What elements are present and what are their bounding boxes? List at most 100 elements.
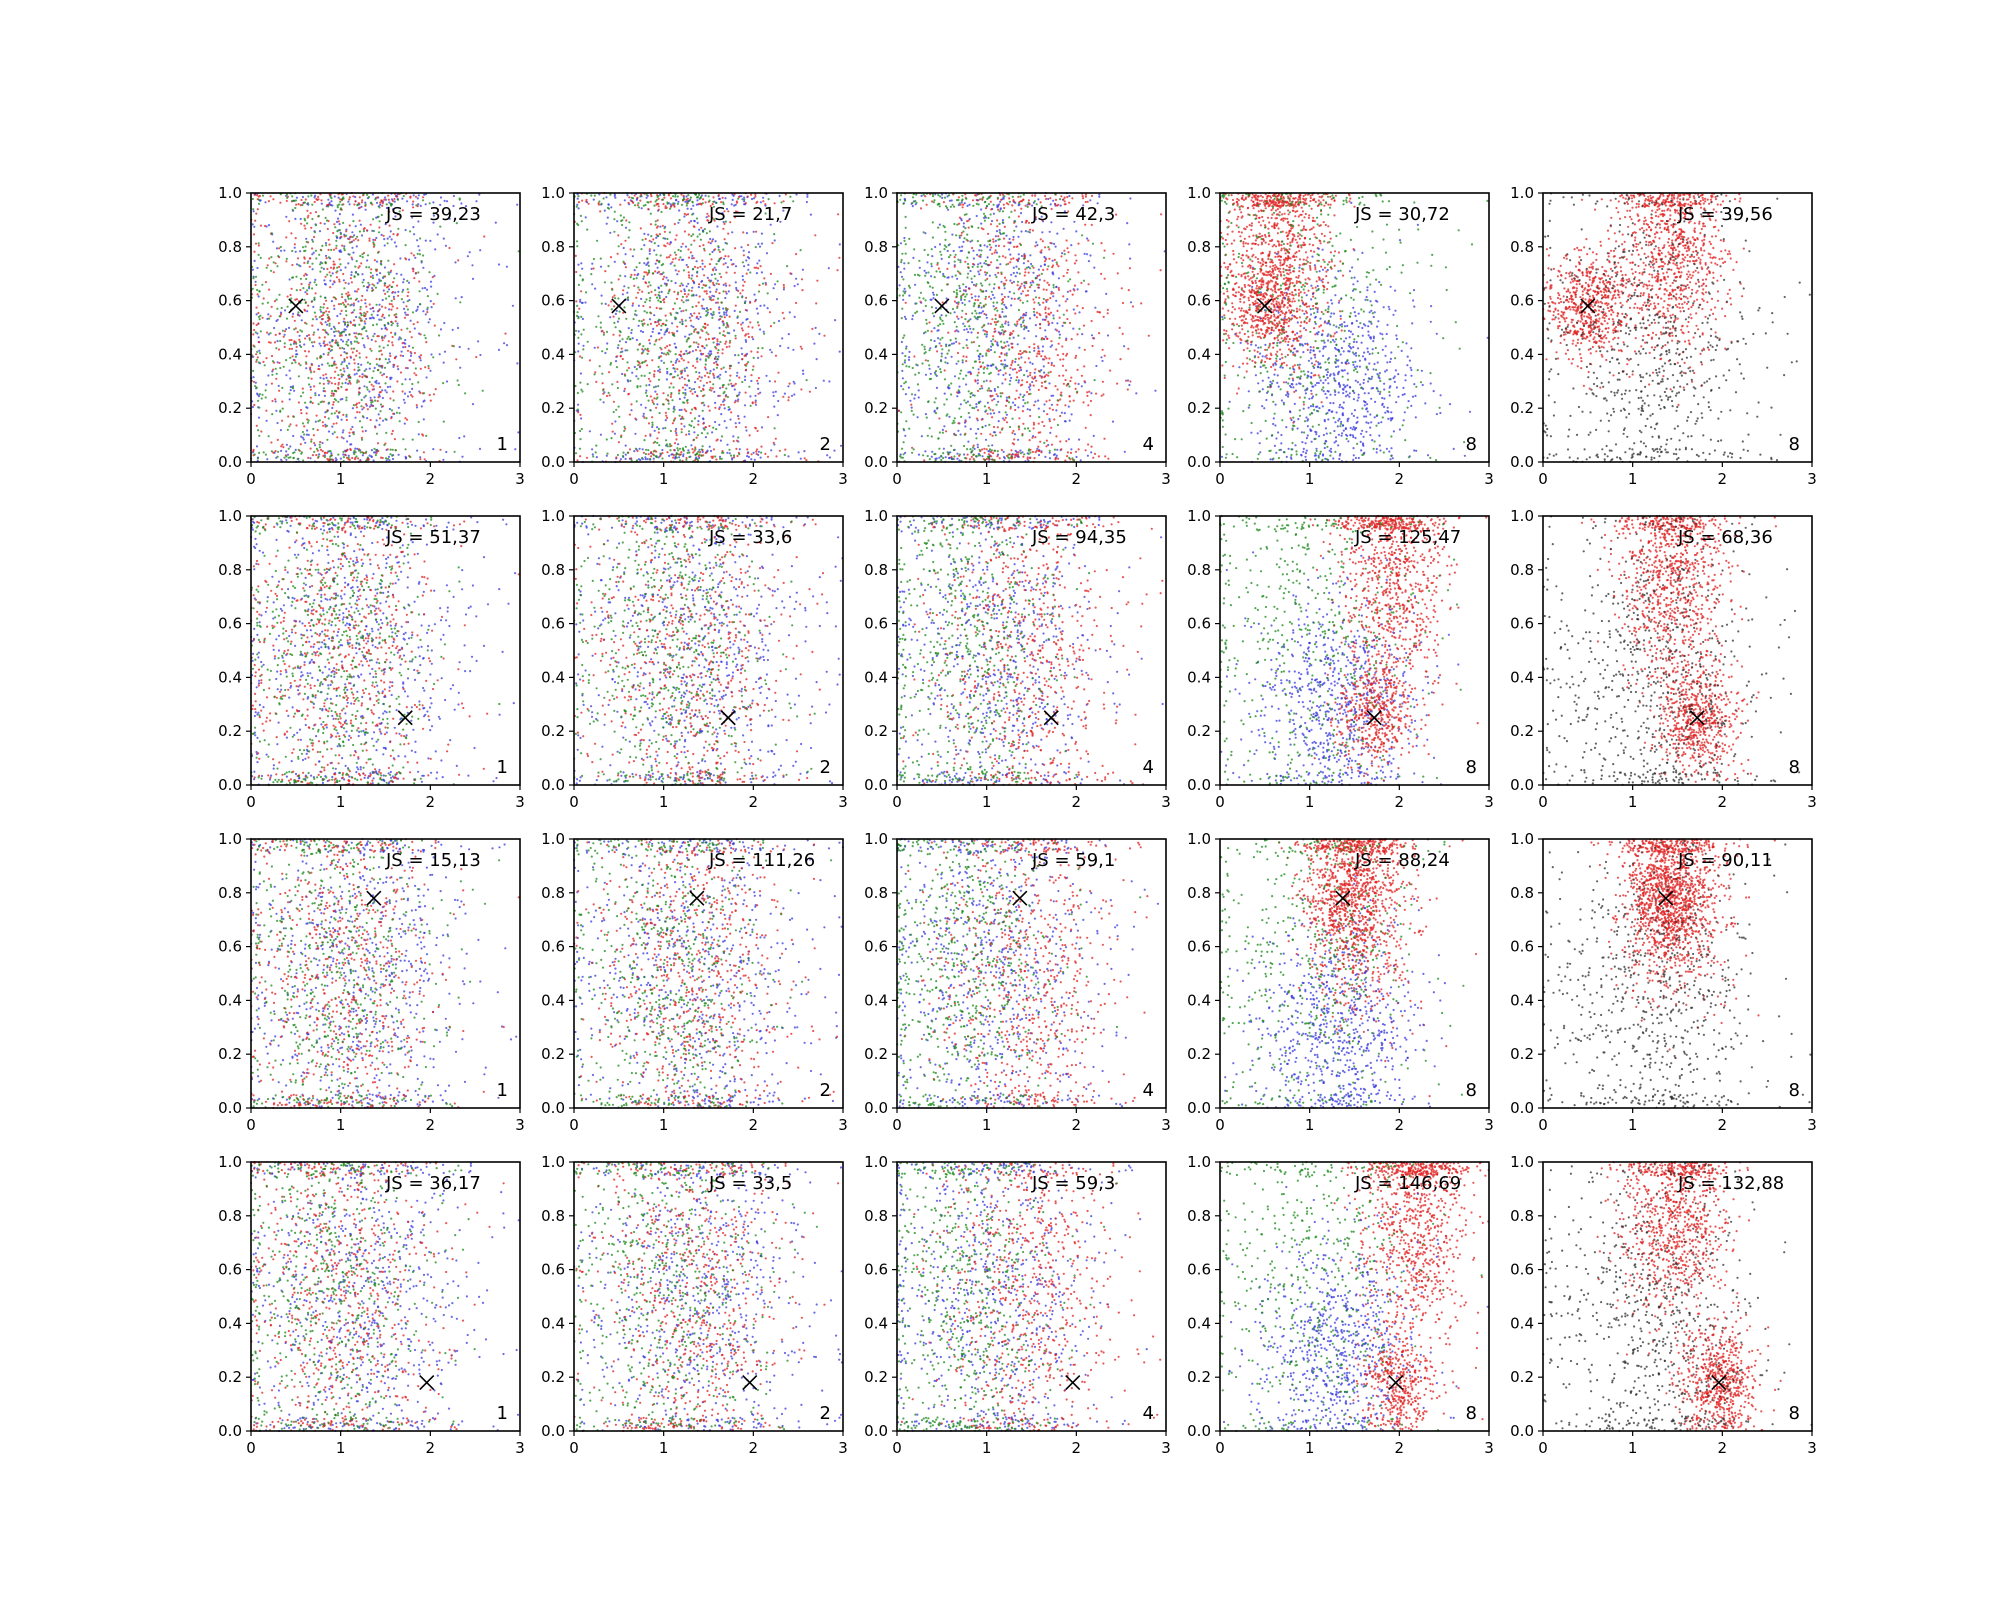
scatter-point <box>425 240 427 242</box>
scatter-point <box>787 347 789 349</box>
scatter-point <box>600 266 602 268</box>
scatter-point <box>744 281 746 283</box>
scatter-point <box>350 274 352 276</box>
scatter-point <box>734 388 736 390</box>
scatter-point <box>662 203 664 205</box>
scatter-point <box>613 322 615 324</box>
scatter-point <box>363 407 365 409</box>
scatter-point <box>365 375 367 377</box>
scatter-point <box>354 448 356 450</box>
scatter-point <box>711 457 713 459</box>
scatter-point <box>1081 333 1083 335</box>
scatter-point <box>417 253 419 255</box>
scatter-point <box>688 274 690 276</box>
scatter-point <box>412 347 414 349</box>
scatter-point <box>789 272 791 274</box>
scatter-point <box>333 263 335 265</box>
scatter-point <box>1014 209 1016 211</box>
scatter-point <box>416 406 418 408</box>
scatter-point <box>617 347 619 349</box>
scatter-point <box>1042 350 1044 352</box>
scatter-point <box>636 339 638 341</box>
scatter-point <box>643 417 645 419</box>
scatter-point <box>674 316 676 318</box>
scatter-point <box>657 299 659 301</box>
scatter-point <box>294 207 296 209</box>
scatter-point <box>801 278 803 280</box>
scatter-point <box>506 344 508 346</box>
scatter-point <box>334 335 336 337</box>
scatter-point <box>709 291 711 293</box>
scatter-point <box>383 337 385 339</box>
scatter-point <box>632 202 634 204</box>
scatter-point <box>989 390 991 392</box>
scatter-point <box>256 425 258 427</box>
scatter-point <box>294 247 296 249</box>
scatter-point <box>388 358 390 360</box>
scatter-point <box>666 201 668 203</box>
scatter-point <box>405 305 407 307</box>
scatter-point <box>1045 312 1047 314</box>
scatter-point <box>383 347 385 349</box>
scatter-point <box>690 390 692 392</box>
scatter-point <box>289 377 291 379</box>
scatter-point <box>648 339 650 341</box>
scatter-point <box>617 253 619 255</box>
scatter-point <box>401 383 403 385</box>
subplot-r1-c3: 0 1 2 30.00.20.40.60.81.0JS = 42,34 <box>864 184 1171 488</box>
scatter-point <box>652 424 654 426</box>
scatter-point <box>649 409 651 411</box>
scatter-point <box>398 407 400 409</box>
scatter-point <box>463 435 465 437</box>
scatter-point <box>691 315 693 317</box>
scatter-point <box>378 382 380 384</box>
scatter-point <box>258 361 260 363</box>
scatter-point <box>707 277 709 279</box>
scatter-point <box>374 239 376 241</box>
scatter-point <box>742 322 744 324</box>
scatter-point <box>692 393 694 395</box>
scatter-point <box>903 237 905 239</box>
scatter-point <box>1055 300 1057 302</box>
scatter-point <box>392 413 394 415</box>
scatter-point <box>1062 353 1064 355</box>
scatter-point <box>732 199 734 201</box>
scatter-point <box>650 213 652 215</box>
scatter-point <box>657 219 659 221</box>
scatter-point <box>339 347 341 349</box>
scatter-point <box>745 429 747 431</box>
scatter-point <box>628 229 630 231</box>
scatter-point <box>911 407 913 409</box>
scatter-point <box>314 201 316 203</box>
scatter-point <box>379 345 381 347</box>
scatter-point <box>625 454 627 456</box>
scatter-point <box>811 328 813 330</box>
scatter-point <box>305 367 307 369</box>
scatter-point <box>692 451 694 453</box>
scatter-point <box>341 204 343 206</box>
scatter-point <box>646 312 648 314</box>
scatter-point <box>340 458 342 460</box>
scatter-point <box>335 390 337 392</box>
scatter-point <box>367 361 369 363</box>
scatter-point <box>720 440 722 442</box>
scatter-point <box>304 218 306 220</box>
scatter-point <box>1007 296 1009 298</box>
scatter-point <box>925 272 927 274</box>
scatter-point <box>307 305 309 307</box>
scatter-point <box>725 262 727 264</box>
scatter-point <box>579 274 581 276</box>
scatter-point <box>750 374 752 376</box>
scatter-point <box>352 351 354 353</box>
scatter-point <box>968 300 970 302</box>
scatter-point <box>342 374 344 376</box>
scatter-point <box>978 355 980 357</box>
scatter-point <box>685 434 687 436</box>
scatter-point <box>717 349 719 351</box>
scatter-point <box>743 250 745 252</box>
scatter-point <box>376 335 378 337</box>
scatter-point <box>720 413 722 415</box>
scatter-point <box>577 392 579 394</box>
scatter-point <box>721 316 723 318</box>
scatter-point <box>337 218 339 220</box>
